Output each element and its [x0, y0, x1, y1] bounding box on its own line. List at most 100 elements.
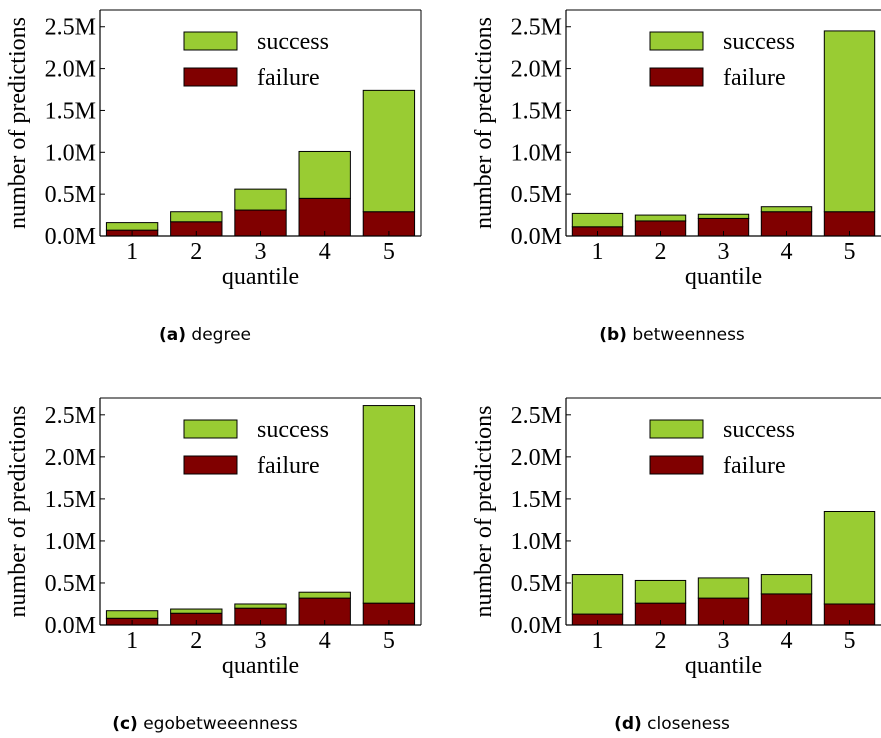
y-tick-label: 1.0M — [45, 140, 96, 166]
caption-text: betweenness — [627, 325, 745, 345]
x-tick-label: 2 — [655, 628, 667, 654]
bar-success-1 — [572, 575, 622, 615]
y-tick-label: 0.0M — [511, 224, 562, 250]
chart-panel-1: 0.0M 0.5M 1.0M 1.5M 2.0M 2.5M 1 2 3 4 5 quantile num… — [5, 10, 421, 345]
legend-swatch-failure — [184, 456, 237, 474]
y-tick-label: 0.5M — [45, 182, 96, 208]
bar-success-1 — [106, 611, 157, 619]
bar-success-2 — [171, 609, 222, 613]
bar-success-4 — [299, 592, 350, 598]
y-tick-label: 1.5M — [45, 98, 96, 124]
y-axis-label: number of predictions — [5, 406, 31, 618]
legend-label-failure: failure — [257, 65, 320, 91]
y-tick-label: 0.5M — [511, 182, 562, 208]
y-tick-label: 1.5M — [511, 98, 562, 124]
x-tick-label: 3 — [718, 628, 730, 654]
x-axis-label: quantile — [222, 653, 299, 679]
x-tick-label: 1 — [592, 628, 604, 654]
caption-label: (d) — [614, 714, 642, 734]
bar-success-4 — [761, 575, 811, 594]
x-tick-label: 1 — [592, 239, 604, 265]
x-tick-label: 3 — [718, 239, 730, 265]
x-tick-label: 2 — [655, 239, 667, 265]
bar-success-5 — [363, 406, 414, 604]
y-axis-label: number of predictions — [5, 17, 31, 229]
bar-success-4 — [299, 151, 350, 198]
legend-label-success: success — [257, 417, 329, 443]
x-tick-label: 5 — [844, 239, 856, 265]
y-tick-label: 2.0M — [45, 445, 96, 471]
bar-success-1 — [106, 223, 157, 231]
bar-success-3 — [235, 189, 286, 210]
y-tick-label: 1.0M — [511, 529, 562, 555]
x-tick-label: 4 — [319, 628, 331, 654]
figure-caption: (b) betweenness — [599, 325, 745, 345]
y-tick-label: 2.5M — [45, 15, 96, 41]
y-tick-label: 2.0M — [511, 57, 562, 83]
x-tick-label: 4 — [319, 239, 331, 265]
caption-text: closeness — [642, 714, 730, 734]
x-tick-label: 1 — [126, 628, 138, 654]
y-tick-label: 0.0M — [45, 224, 96, 250]
y-axis-label: number of predictions — [471, 406, 497, 618]
y-tick-label: 0.0M — [45, 613, 96, 639]
y-tick-label: 1.5M — [45, 487, 96, 513]
legend-label-success: success — [257, 29, 329, 55]
bar-success-2 — [635, 215, 685, 221]
x-tick-label: 3 — [255, 239, 267, 265]
chart-panel-3: 0.0M 0.5M 1.0M 1.5M 2.0M 2.5M 1 2 3 4 5 quantile num… — [5, 398, 421, 734]
bar-success-3 — [698, 214, 748, 218]
y-tick-label: 2.5M — [45, 403, 96, 429]
legend-swatch-failure — [184, 68, 237, 86]
x-tick-label: 5 — [383, 239, 395, 265]
caption-text: egobetweeenness — [138, 714, 298, 734]
x-tick-label: 5 — [844, 628, 856, 654]
bar-success-2 — [635, 580, 685, 603]
y-axis-label: number of predictions — [471, 17, 497, 229]
bar-success-5 — [363, 90, 414, 211]
x-tick-label: 2 — [190, 239, 202, 265]
x-tick-label: 4 — [781, 628, 793, 654]
bar-success-3 — [235, 604, 286, 608]
figure-caption: (d) closeness — [614, 714, 730, 734]
y-tick-label: 0.5M — [511, 571, 562, 597]
x-tick-label: 1 — [126, 239, 138, 265]
legend-swatch-failure — [650, 456, 703, 474]
x-tick-label: 2 — [190, 628, 202, 654]
x-tick-label: 4 — [781, 239, 793, 265]
y-tick-label: 0.5M — [45, 571, 96, 597]
y-tick-label: 1.0M — [511, 140, 562, 166]
bar-success-3 — [698, 578, 748, 598]
y-tick-label: 1.5M — [511, 487, 562, 513]
bar-success-2 — [171, 212, 222, 222]
x-axis-label: quantile — [685, 264, 762, 290]
legend-label-success: success — [723, 29, 795, 55]
caption-label: (b) — [599, 325, 627, 345]
legend-swatch-success — [184, 420, 237, 438]
legend-label-failure: failure — [257, 453, 320, 479]
x-axis-label: quantile — [222, 264, 299, 290]
chart-panel-2: 0.0M 0.5M 1.0M 1.5M 2.0M 2.5M 1 2 3 4 5 quantile num… — [471, 10, 881, 345]
y-tick-label: 2.5M — [511, 15, 562, 41]
caption-label: (a) — [159, 325, 186, 345]
x-tick-label: 3 — [255, 628, 267, 654]
y-tick-label: 2.5M — [511, 403, 562, 429]
bar-success-5 — [824, 31, 874, 212]
x-axis-label: quantile — [685, 653, 762, 679]
bar-success-4 — [761, 207, 811, 212]
caption-label: (c) — [112, 714, 138, 734]
legend-label-success: success — [723, 417, 795, 443]
figure-caption: (c) egobetweeenness — [112, 714, 298, 734]
legend-swatch-success — [650, 32, 703, 50]
y-tick-label: 0.0M — [511, 613, 562, 639]
legend-swatch-failure — [650, 68, 703, 86]
bar-failure-4 — [299, 198, 350, 236]
x-tick-label: 5 — [383, 628, 395, 654]
chart-panel-4: 0.0M 0.5M 1.0M 1.5M 2.0M 2.5M 1 2 3 4 5 quantile num… — [471, 398, 881, 734]
legend-label-failure: failure — [723, 65, 786, 91]
legend-swatch-success — [184, 32, 237, 50]
y-tick-label: 2.0M — [511, 445, 562, 471]
caption-text: degree — [186, 325, 251, 345]
bar-success-1 — [572, 213, 622, 226]
